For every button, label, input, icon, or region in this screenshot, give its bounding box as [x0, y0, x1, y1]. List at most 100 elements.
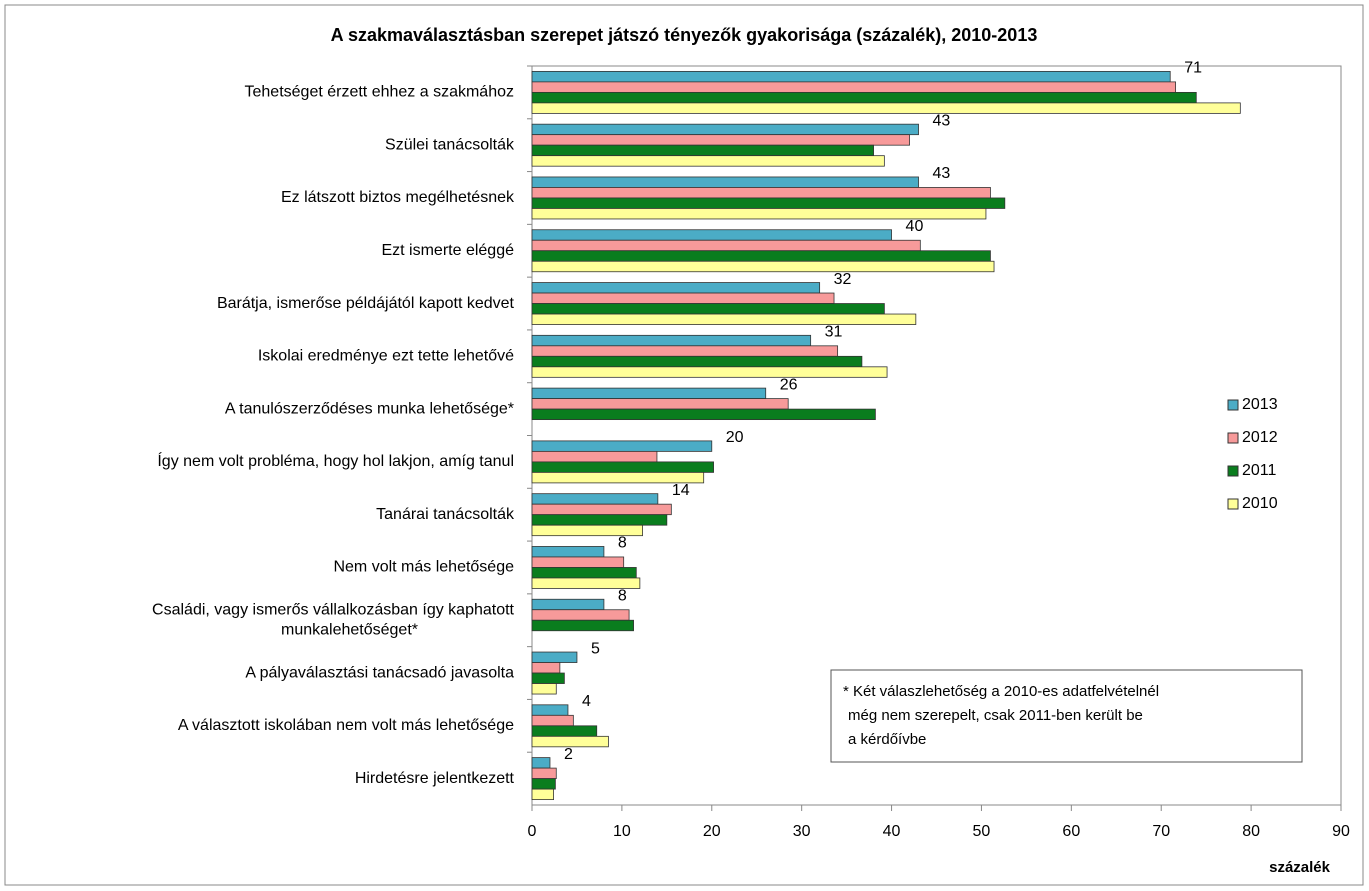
bar: [531, 334, 812, 347]
bar: [531, 672, 565, 684]
x-tick-label: 10: [613, 823, 631, 840]
bar: [531, 546, 605, 558]
bar: [531, 651, 578, 663]
y-tick-label: Ez látszott biztos megélhetésnek: [281, 189, 515, 206]
bar: [531, 471, 705, 484]
y-tick-label: Hirdetésre jelentkezett: [355, 770, 515, 787]
legend-swatch: [1227, 465, 1239, 477]
bar: [531, 144, 874, 157]
data-label: 40: [906, 218, 924, 235]
data-label: 32: [834, 271, 852, 288]
y-tick-label: A választott iskolában nem volt más lehe…: [178, 717, 514, 734]
annotation-text: * Két válaszlehetőség a 2010-es adatfelv…: [843, 683, 1159, 700]
bar: [531, 408, 876, 421]
y-tick-label: A tanulószerződéses munka lehetősége*: [225, 400, 514, 417]
legend-label: 2013: [1242, 396, 1278, 413]
bar: [531, 303, 885, 315]
annotation-text: a kérdőívbe: [848, 731, 926, 748]
bar: [531, 387, 767, 400]
bar: [531, 292, 835, 304]
bar: [531, 725, 598, 737]
x-tick-label: 80: [1242, 823, 1260, 840]
x-tick-label: 60: [1062, 823, 1080, 840]
bar: [531, 567, 637, 579]
bar: [531, 345, 839, 357]
bar: [531, 493, 659, 505]
bar: [531, 767, 557, 780]
bar: [531, 123, 919, 136]
y-tick-label: A pályaválasztási tanácsadó javasolta: [245, 664, 514, 681]
chart-title: A szakmaválasztásban szerepet játszó tén…: [331, 25, 1038, 45]
bar: [531, 662, 561, 674]
data-label: 8: [618, 587, 627, 604]
bar: [531, 91, 1197, 104]
bar: [531, 735, 609, 748]
bar: [531, 208, 987, 220]
bar: [531, 250, 991, 262]
x-tick-label: 90: [1332, 823, 1350, 840]
bar: [531, 577, 641, 589]
bar: [531, 757, 551, 769]
bar: [531, 440, 713, 452]
bar: [531, 197, 1006, 209]
bar: [531, 683, 557, 695]
data-label: 2: [564, 746, 573, 763]
bar: [531, 187, 991, 199]
bar: [531, 313, 917, 325]
bar: [531, 461, 714, 473]
y-tick-label: Nem volt más lehetősége: [333, 559, 514, 576]
data-label: 43: [933, 165, 951, 182]
x-tick-label: 40: [883, 823, 901, 840]
data-label: 8: [618, 535, 627, 552]
x-tick-label: 20: [703, 823, 721, 840]
legend-swatch: [1227, 399, 1239, 411]
data-label: 71: [1184, 60, 1202, 77]
legend-label: 2011: [1242, 462, 1277, 479]
x-tick-label: 70: [1152, 823, 1170, 840]
y-tick-label: Így nem volt probléma, hogy hol lakjon, …: [157, 451, 514, 470]
y-tick-label: Tehetséget érzett ehhez a szakmához: [245, 84, 515, 101]
bar: [531, 778, 556, 790]
bar: [531, 366, 888, 378]
bar: [531, 134, 910, 146]
annotation-box: [830, 669, 1303, 763]
bar: [531, 81, 1177, 93]
y-tick-label: Iskolai eredménye ezt tette lehetővé: [258, 348, 514, 365]
bar: [531, 282, 821, 294]
bar: [531, 514, 668, 526]
bar: [531, 788, 554, 801]
bar: [531, 524, 643, 537]
bar: [531, 355, 863, 368]
y-tick-label: Tanárai tanácsolták: [376, 506, 515, 523]
x-tick-label: 50: [973, 823, 991, 840]
bar: [531, 450, 658, 463]
x-axis-title: százalék: [1269, 859, 1331, 876]
bar: [531, 176, 919, 188]
x-tick-label: 0: [528, 823, 537, 840]
bar: [531, 260, 995, 273]
bar: [531, 609, 630, 621]
bar: [531, 70, 1171, 83]
y-tick-label: Ezt ismerte eléggé: [381, 242, 514, 259]
data-label: 43: [933, 112, 951, 129]
data-label: 31: [825, 324, 843, 341]
bar: [531, 102, 1241, 114]
bar: [531, 704, 569, 716]
legend-swatch: [1227, 432, 1239, 444]
bar: [531, 556, 625, 568]
data-label: 14: [672, 482, 690, 499]
data-label: 20: [726, 429, 744, 446]
y-tick-label: Szülei tanácsolták: [385, 136, 515, 153]
bar: [531, 239, 921, 252]
bar: [531, 714, 574, 727]
x-tick-label: 30: [793, 823, 811, 840]
data-label: 4: [582, 693, 591, 710]
y-tick-label: Barátja, ismerőse példájától kapott kedv…: [217, 295, 515, 312]
legend-swatch: [1227, 498, 1239, 510]
data-label: 5: [591, 640, 600, 657]
bar: [531, 503, 672, 516]
bar: [531, 619, 634, 632]
legend-label: 2012: [1242, 429, 1278, 446]
bar: [531, 229, 892, 241]
